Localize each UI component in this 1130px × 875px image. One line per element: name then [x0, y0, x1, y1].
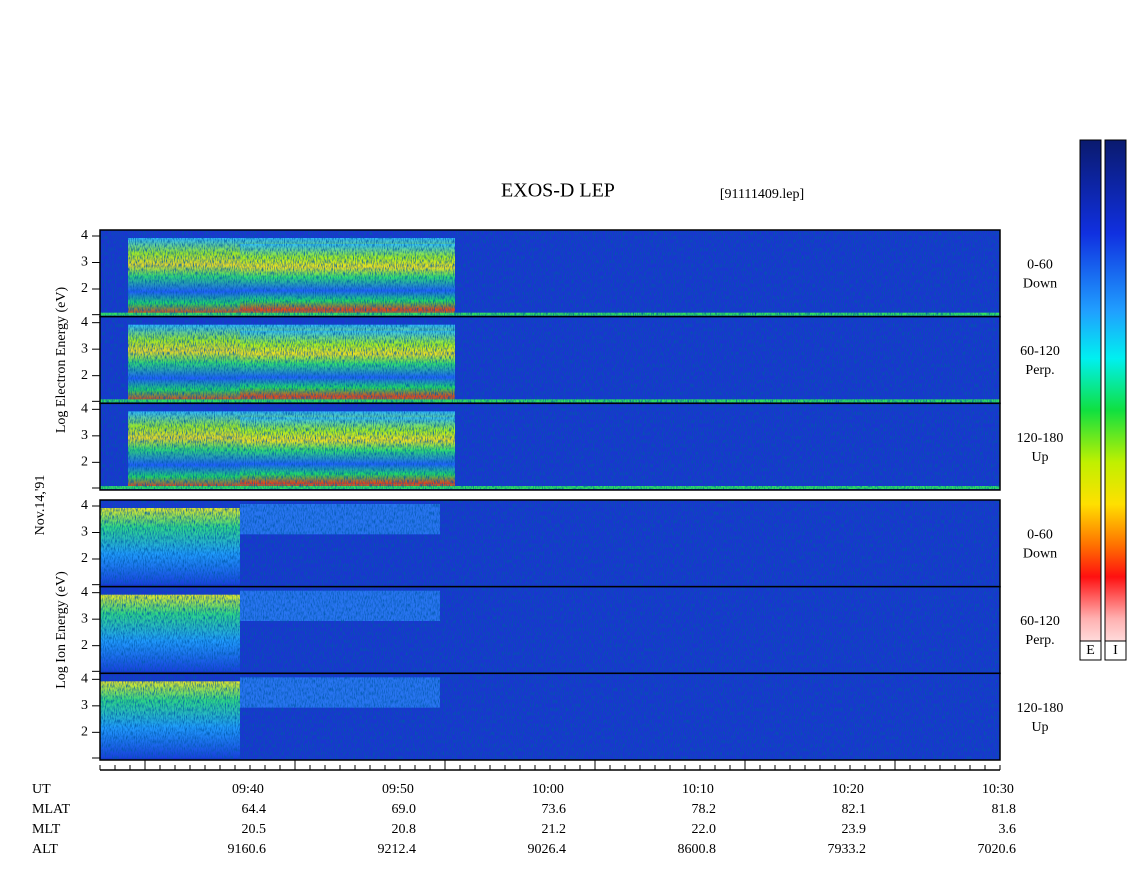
- row-value: 7020.6: [978, 842, 1017, 857]
- chart-title: EXOS-D LEP: [501, 180, 615, 202]
- direction: Perp.: [1025, 633, 1054, 648]
- color-bar-label-box: [1104, 640, 1127, 661]
- row-value: 9160.6: [228, 842, 267, 857]
- y-tick-label: 4: [81, 228, 88, 243]
- y-tick-label: 2: [81, 455, 88, 470]
- row-label: MLT: [32, 822, 61, 837]
- pitch-angle: 60-120: [1020, 614, 1060, 629]
- date-label: Nov.14,'91: [33, 475, 48, 536]
- y-tick-label: 3: [81, 611, 88, 626]
- row-value: 64.4: [242, 802, 267, 817]
- row-value: 10:20: [832, 782, 864, 797]
- panel-frame: [99, 402, 1001, 491]
- pitch-angle: 60-120: [1020, 344, 1060, 359]
- spectrogram-noise: [100, 403, 1000, 490]
- y-tick-label: 4: [81, 315, 88, 330]
- spectrogram-noise: [100, 230, 1000, 317]
- y-tick-label: 4: [81, 672, 88, 687]
- pitch-angle: 0-60: [1027, 528, 1053, 543]
- row-value: 20.5: [242, 822, 267, 837]
- spectrogram-noise: [100, 673, 1000, 760]
- row-value: 3.6: [999, 822, 1017, 837]
- color-bar-label: E: [1086, 643, 1095, 658]
- row-label: UT: [32, 782, 51, 797]
- pitch-angle: 120-180: [1017, 701, 1064, 716]
- row-value: 09:50: [382, 782, 414, 797]
- y-tick-label: 3: [81, 428, 88, 443]
- row-value: 7933.2: [828, 842, 867, 857]
- row-value: 10:30: [982, 782, 1014, 797]
- y-tick-label: 2: [81, 638, 88, 653]
- row-value: 8600.8: [678, 842, 717, 857]
- spectrogram-noise: [100, 586, 1000, 674]
- pitch-angle: 0-60: [1027, 258, 1053, 273]
- pitch-angle: 120-180: [1017, 431, 1064, 446]
- y-tick-label: 2: [81, 281, 88, 296]
- row-value: 09:40: [232, 782, 264, 797]
- direction: Down: [1023, 547, 1057, 562]
- row-value: 20.8: [392, 822, 417, 837]
- file-name: [91111409.lep]: [720, 187, 804, 202]
- row-value: 10:00: [532, 782, 564, 797]
- spectrogram-panels: [99, 229, 1001, 761]
- row-value: 9026.4: [528, 842, 567, 857]
- row-label: ALT: [32, 842, 58, 857]
- row-value: 82.1: [842, 802, 867, 817]
- color-bar: [1104, 139, 1127, 661]
- row-value: 21.2: [542, 822, 567, 837]
- row-label: MLAT: [32, 802, 71, 817]
- direction: Perp.: [1025, 363, 1054, 378]
- y-tick-label: 4: [81, 498, 88, 513]
- color-bar-label: I: [1113, 643, 1118, 658]
- y-axis-label: Log Electron Energy (eV): [54, 287, 69, 434]
- y-tick-label: 3: [81, 525, 88, 540]
- color-bar-label-box: [1079, 640, 1102, 661]
- row-value: 69.0: [392, 802, 417, 817]
- y-tick-label: 3: [81, 698, 88, 713]
- color-bar: [1079, 139, 1102, 661]
- direction: Down: [1023, 277, 1057, 292]
- spectrogram-noise: [100, 500, 1000, 587]
- row-value: 23.9: [842, 822, 867, 837]
- y-tick-label: 4: [81, 585, 88, 600]
- direction: Up: [1031, 450, 1048, 465]
- spectrogram-noise: [100, 316, 1000, 404]
- y-tick-label: 2: [81, 725, 88, 740]
- y-tick-label: 2: [81, 368, 88, 383]
- y-axis-label: Log Ion Energy (eV): [54, 571, 69, 689]
- y-tick-label: 3: [81, 255, 88, 270]
- direction: Up: [1031, 720, 1048, 735]
- row-value: 78.2: [692, 802, 717, 817]
- row-value: 73.6: [542, 802, 567, 817]
- panel-frame: [99, 672, 1001, 761]
- y-tick-label: 2: [81, 551, 88, 566]
- y-tick-label: 4: [81, 402, 88, 417]
- row-value: 81.8: [992, 802, 1017, 817]
- row-value: 22.0: [692, 822, 717, 837]
- y-tick-label: 3: [81, 341, 88, 356]
- row-value: 9212.4: [378, 842, 417, 857]
- row-value: 10:10: [682, 782, 714, 797]
